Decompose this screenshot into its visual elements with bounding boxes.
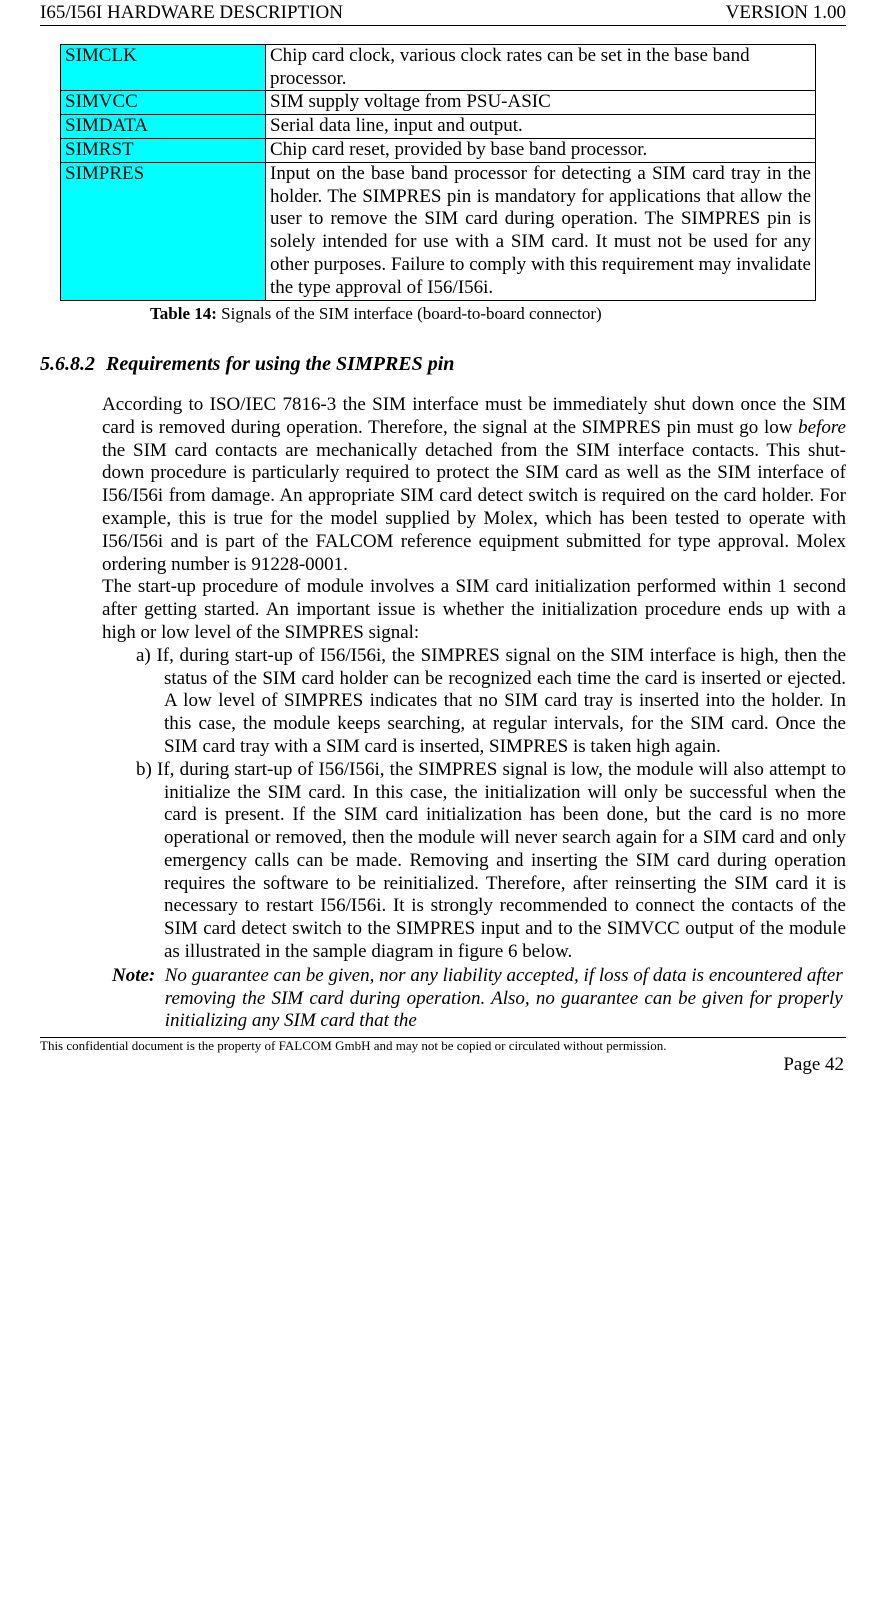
section-title: Requirements for using the SIMPRES pin [106, 353, 454, 375]
caption-label: Table 14: [150, 304, 217, 323]
signal-name: SIMDATA [61, 115, 266, 139]
section-number: 5.6.8.2 [40, 352, 106, 376]
table-caption: Table 14: Signals of the SIM interface (… [60, 301, 846, 324]
signal-name: SIMPRES [61, 162, 266, 300]
caption-text: Signals of the SIM interface (board-to-b… [217, 304, 602, 323]
page-header: I65/I56I HARDWARE DESCRIPTION VERSION 1.… [40, 0, 846, 26]
signal-desc: Input on the base band processor for det… [266, 162, 816, 300]
note-label: Note: [112, 965, 160, 988]
para-text: The start-up procedure of module involve… [102, 576, 846, 643]
header-right: VERSION 1.00 [726, 2, 846, 25]
para-italic: before [798, 417, 846, 438]
para-text: According to ISO/IEC 7816-3 the SIM inte… [102, 394, 846, 438]
section-heading: 5.6.8.2Requirements for using the SIMPRE… [40, 324, 846, 376]
para-text: the SIM card contacts are mechanically d… [102, 440, 846, 575]
signal-name: SIMVCC [61, 91, 266, 115]
note-text: No guarantee can be given, nor any liabi… [165, 965, 843, 1033]
footer-text: This confidential document is the proper… [40, 1038, 846, 1054]
signal-name: SIMCLK [61, 44, 266, 91]
sim-signals-table: SIMCLK Chip card clock, various clock ra… [60, 44, 816, 301]
page-footer: This confidential document is the proper… [40, 1037, 846, 1076]
list-item: b) If, during start-up of I56/I56i, the … [136, 759, 846, 964]
signal-desc: SIM supply voltage from PSU-ASIC [266, 91, 816, 115]
body-text: According to ISO/IEC 7816-3 the SIM inte… [40, 376, 846, 1033]
signal-desc: Serial data line, input and output. [266, 115, 816, 139]
header-left: I65/I56I HARDWARE DESCRIPTION [40, 2, 343, 25]
lettered-list: a) If, during start-up of I56/I56i, the … [102, 645, 846, 964]
page-number: Page 42 [40, 1054, 846, 1077]
signal-name: SIMRST [61, 138, 266, 162]
list-item: a) If, during start-up of I56/I56i, the … [136, 645, 846, 759]
note: Note: No guarantee can be given, nor any… [102, 964, 846, 1033]
signal-desc: Chip card reset, provided by base band p… [266, 138, 816, 162]
signal-desc: Chip card clock, various clock rates can… [266, 44, 816, 91]
